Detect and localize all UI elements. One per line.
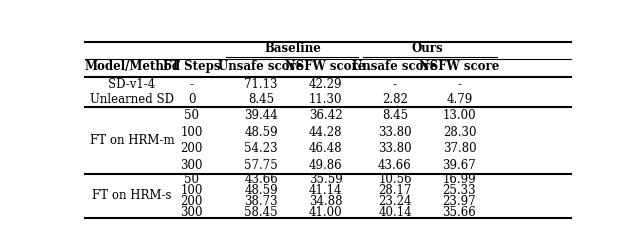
Text: 39.67: 39.67	[443, 159, 476, 172]
Text: 8.45: 8.45	[248, 93, 274, 106]
Text: 46.48: 46.48	[308, 142, 342, 155]
Text: 100: 100	[180, 184, 203, 197]
Text: 10.56: 10.56	[378, 173, 412, 186]
Text: 200: 200	[180, 142, 203, 155]
Text: 300: 300	[180, 206, 203, 219]
Text: 23.97: 23.97	[443, 195, 476, 208]
Text: 49.86: 49.86	[308, 159, 342, 172]
Text: 2.82: 2.82	[382, 93, 408, 106]
Text: 44.28: 44.28	[308, 126, 342, 139]
Text: NSFW score: NSFW score	[419, 60, 500, 73]
Text: 11.30: 11.30	[308, 93, 342, 106]
Text: 8.45: 8.45	[382, 109, 408, 122]
Text: 41.00: 41.00	[308, 206, 342, 219]
Text: 35.66: 35.66	[443, 206, 476, 219]
Text: 36.42: 36.42	[308, 109, 342, 122]
Text: 41.14: 41.14	[308, 184, 342, 197]
Text: -: -	[393, 78, 397, 91]
Text: 28.30: 28.30	[443, 126, 476, 139]
Text: 33.80: 33.80	[378, 142, 412, 155]
Text: 40.14: 40.14	[378, 206, 412, 219]
Text: 42.29: 42.29	[308, 78, 342, 91]
Text: Baseline: Baseline	[265, 42, 322, 55]
Text: 54.23: 54.23	[244, 142, 278, 155]
Text: 4.79: 4.79	[446, 93, 472, 106]
Text: NSFW score: NSFW score	[285, 60, 365, 73]
Text: 200: 200	[180, 195, 203, 208]
Text: 25.33: 25.33	[443, 184, 476, 197]
Text: SD-v1-4: SD-v1-4	[108, 78, 156, 91]
Text: FT on HRM-m: FT on HRM-m	[90, 134, 174, 147]
Text: 100: 100	[180, 126, 203, 139]
Text: -: -	[189, 78, 194, 91]
Text: 43.66: 43.66	[244, 173, 278, 186]
Text: 48.59: 48.59	[244, 184, 278, 197]
Text: 38.73: 38.73	[244, 195, 278, 208]
Text: 57.75: 57.75	[244, 159, 278, 172]
Text: 50: 50	[184, 173, 199, 186]
Text: 48.59: 48.59	[244, 126, 278, 139]
Text: 58.45: 58.45	[244, 206, 278, 219]
Text: 35.59: 35.59	[308, 173, 342, 186]
Text: Unlearned SD: Unlearned SD	[90, 93, 174, 106]
Text: 16.99: 16.99	[443, 173, 476, 186]
Text: FT on HRM-s: FT on HRM-s	[92, 189, 172, 202]
Text: -: -	[458, 78, 461, 91]
Text: 39.44: 39.44	[244, 109, 278, 122]
Text: 71.13: 71.13	[244, 78, 278, 91]
Text: Unsafe score: Unsafe score	[218, 60, 304, 73]
Text: 37.80: 37.80	[443, 142, 476, 155]
Text: 50: 50	[184, 109, 199, 122]
Text: Unsafe score: Unsafe score	[352, 60, 438, 73]
Text: 0: 0	[188, 93, 195, 106]
Text: 23.24: 23.24	[378, 195, 412, 208]
Text: 13.00: 13.00	[443, 109, 476, 122]
Text: 28.17: 28.17	[378, 184, 412, 197]
Text: 43.66: 43.66	[378, 159, 412, 172]
Text: 300: 300	[180, 159, 203, 172]
Text: Ours: Ours	[412, 42, 443, 55]
Text: FT Steps: FT Steps	[163, 60, 220, 73]
Text: 34.88: 34.88	[308, 195, 342, 208]
Text: 33.80: 33.80	[378, 126, 412, 139]
Text: Model/Method: Model/Method	[84, 60, 180, 73]
